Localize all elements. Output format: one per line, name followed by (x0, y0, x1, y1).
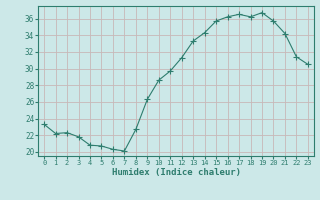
X-axis label: Humidex (Indice chaleur): Humidex (Indice chaleur) (111, 168, 241, 177)
